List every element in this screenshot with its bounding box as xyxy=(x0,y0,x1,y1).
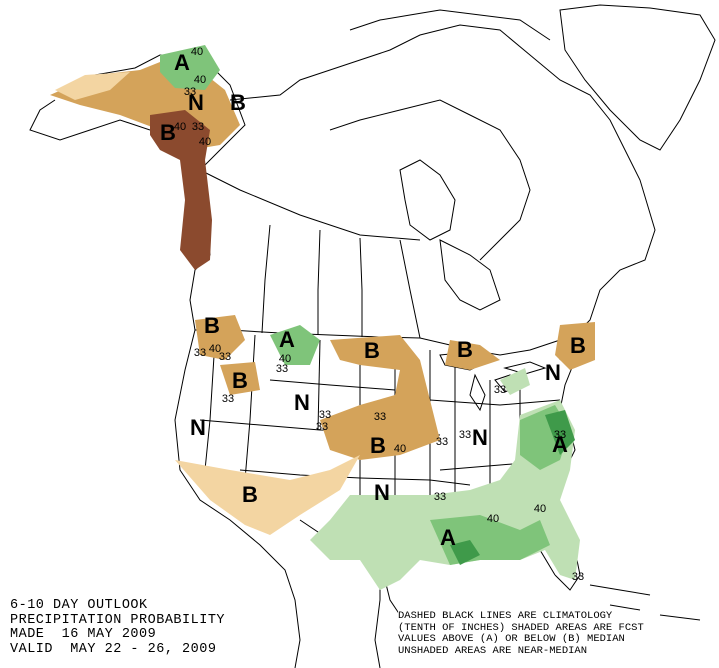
region-label: B xyxy=(160,120,176,145)
region-label: N xyxy=(472,425,488,450)
region-label: N xyxy=(545,360,561,385)
region-label: A xyxy=(174,50,190,75)
contour-label: 33 xyxy=(194,347,206,359)
contour-label: 33 xyxy=(459,429,471,441)
contour-label: 40 xyxy=(194,74,206,86)
contour-label: 40 xyxy=(394,443,406,455)
contour-label: 33 xyxy=(184,86,196,98)
contour-label: 33 xyxy=(374,411,386,423)
legend-line-2: (TENTH OF INCHES) SHADED AREAS ARE FCST xyxy=(398,621,644,634)
montana-above-area xyxy=(270,325,320,365)
region-label: B xyxy=(230,90,246,115)
map-title-block: 6-10 DAY OUTLOOK PRECIPITATION PROBABILIT… xyxy=(10,598,226,657)
region-label: N xyxy=(374,480,390,505)
contour-label: 40 xyxy=(534,503,546,515)
region-label: B xyxy=(370,433,386,458)
idaho-below-area xyxy=(220,362,260,395)
pacific-nw-canada-below-area xyxy=(150,110,212,270)
above-median-areas xyxy=(160,45,580,590)
contour-label: 33 xyxy=(276,363,288,375)
contour-label: 40 xyxy=(279,353,291,365)
region-label: B xyxy=(570,333,586,358)
legend-line-1: DASHED BLACK LINES ARE CLIMATOLOGY xyxy=(398,610,613,622)
contour-label: 33 xyxy=(494,384,506,396)
plains-below-area xyxy=(320,335,440,460)
title-line-1: 6-10 DAY OUTLOOK xyxy=(10,598,148,613)
region-label: B xyxy=(242,482,258,507)
contour-label: 40 xyxy=(209,343,221,355)
title-line-3: MADE 16 MAY 2009 xyxy=(10,627,157,642)
contour-label: 33 xyxy=(219,351,231,363)
contour-label: 33 xyxy=(554,429,566,441)
contour-label: 40 xyxy=(191,46,203,58)
region-label: A xyxy=(440,525,456,550)
contour-label: 33 xyxy=(434,491,446,503)
new-england-below-area xyxy=(555,322,595,370)
map-legend: DASHED BLACK LINES ARE CLIMATOLOGY (TENTH… xyxy=(398,610,644,657)
region-label: A xyxy=(279,327,295,352)
contour-label: 40 xyxy=(199,136,211,148)
title-line-4: VALID MAY 22 - 26, 2009 xyxy=(10,641,217,657)
region-label: N xyxy=(294,390,310,415)
title-line-2: PRECIPITATION PROBABILITY xyxy=(10,612,226,628)
contour-label: 40 xyxy=(174,121,186,133)
contour-label: 33 xyxy=(222,393,234,405)
region-label: B xyxy=(364,338,380,363)
legend-line-4: UNSHADED AREAS ARE NEAR-MEDIAN xyxy=(398,644,588,657)
region-label: A xyxy=(552,432,568,457)
region-label: N xyxy=(190,415,206,440)
legend-line-3: VALUES ABOVE (A) OR BELOW (B) MEDIAN xyxy=(398,633,625,645)
contour-label: 33 xyxy=(192,121,204,133)
great-lakes-below-area xyxy=(445,340,500,370)
washington-below-area xyxy=(195,315,245,360)
region-label: B xyxy=(457,337,473,362)
north-alaska-above-area xyxy=(160,45,220,90)
region-label: B xyxy=(204,313,220,338)
contour-label: 40 xyxy=(487,513,499,525)
contour-label: 33 xyxy=(436,436,448,448)
southwest-below-area xyxy=(175,455,360,535)
region-label: B xyxy=(232,368,248,393)
region-label: N xyxy=(188,90,204,115)
contour-label: 33 xyxy=(319,409,331,421)
contour-label: 33 xyxy=(572,571,584,583)
contour-label: 33 xyxy=(316,421,328,433)
michigan-above-area xyxy=(500,368,530,395)
